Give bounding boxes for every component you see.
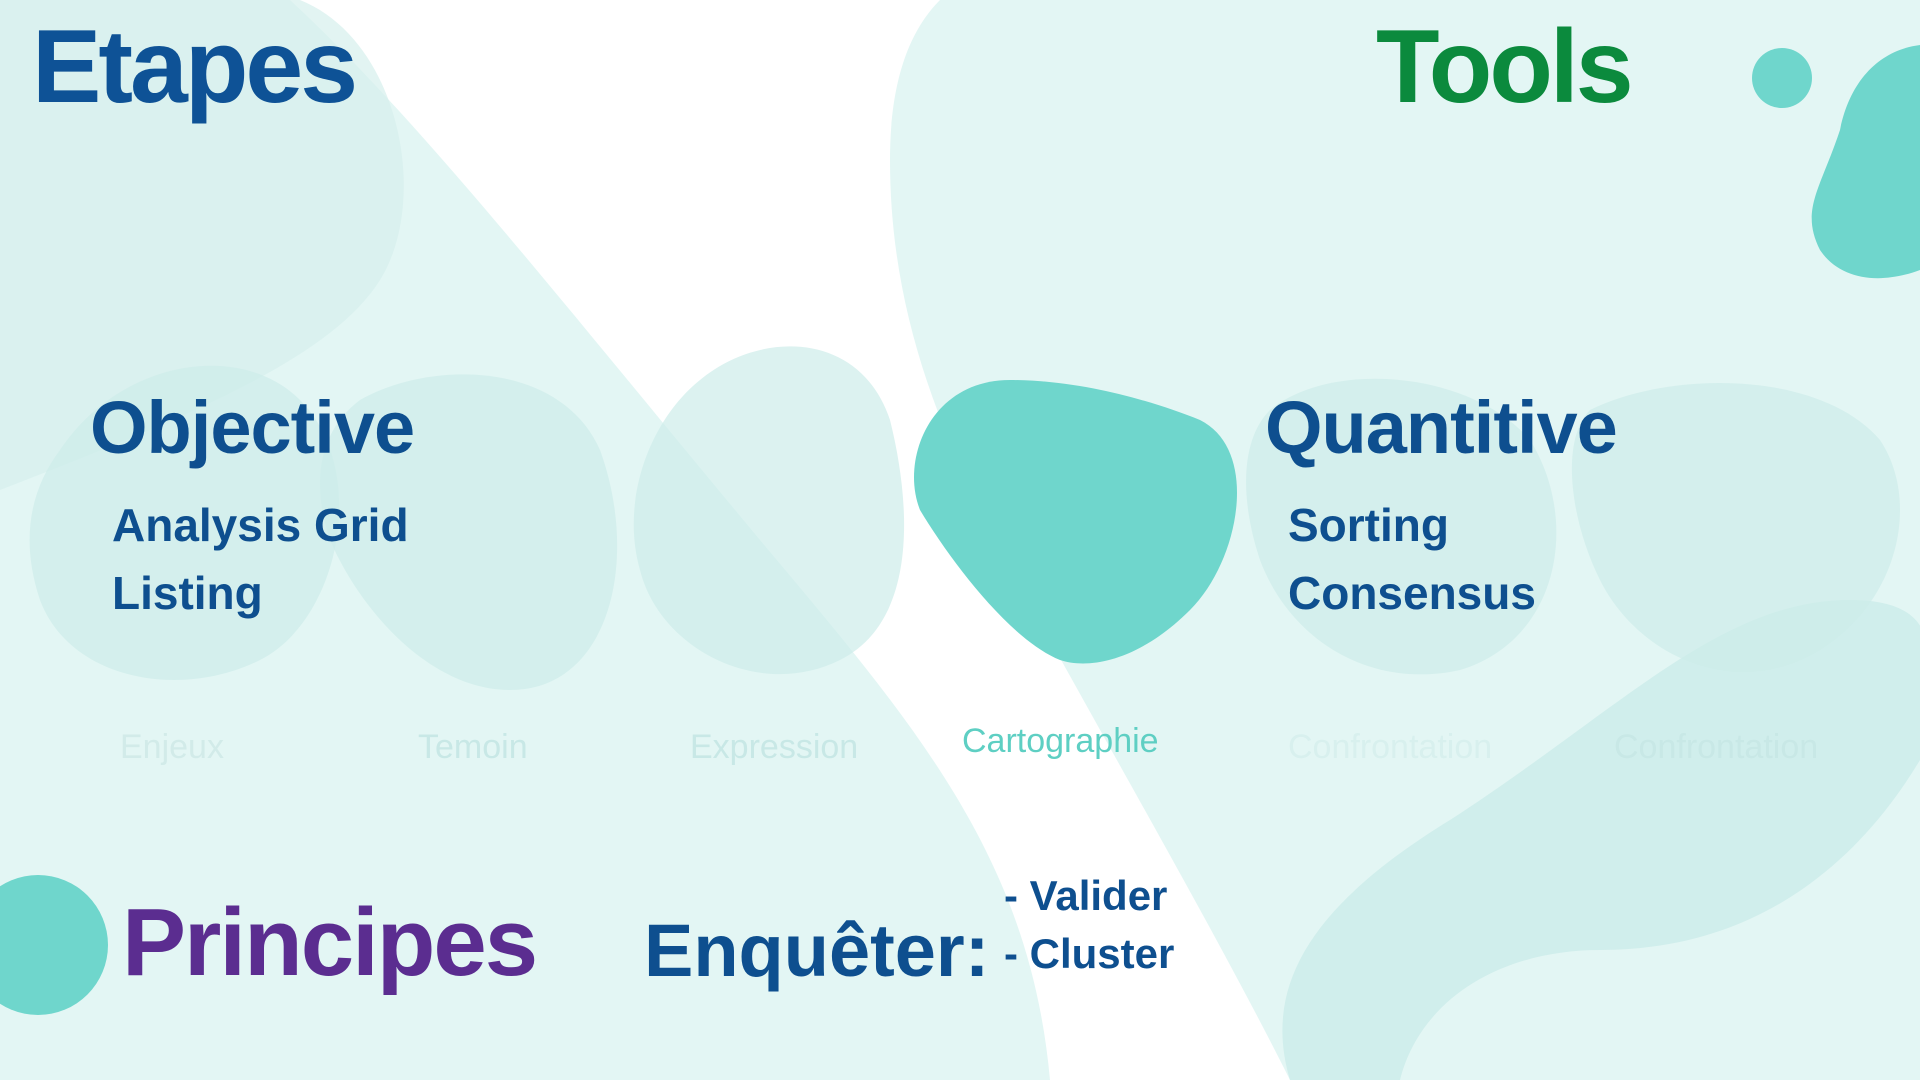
quantitive-item-sorting: Sorting <box>1288 499 1449 551</box>
objective-item-listing: Listing <box>112 567 263 619</box>
title-principes: Principes <box>122 889 538 996</box>
stage-label-cartographie-active: Cartographie <box>962 722 1159 760</box>
circle-bottom-left <box>0 875 108 1015</box>
stage-label-enjeux: Enjeux <box>120 728 224 766</box>
stage-label-confrontation-2: Confrontation <box>1614 728 1819 766</box>
enqueter-item-valider: - Valider <box>1004 872 1168 919</box>
title-etapes: Etapes <box>32 9 358 125</box>
blob-top-right <box>1811 45 1920 279</box>
stage-label-temoin: Temoin <box>418 728 528 766</box>
blob-right-mid <box>1571 382 1900 673</box>
blob-quantitive <box>1246 378 1557 675</box>
quantitive-item-consensus: Consensus <box>1288 567 1536 619</box>
blob-temoin <box>320 374 618 690</box>
stage-label-confrontation: Confrontation <box>1288 728 1493 766</box>
circle-top-right <box>1752 48 1812 108</box>
blob-top-left <box>0 0 404 490</box>
stage-label-expression: Expression <box>690 728 859 766</box>
blob-expression <box>633 346 905 675</box>
title-tools: Tools <box>1376 9 1634 125</box>
objective-item-analysis-grid: Analysis Grid <box>112 499 409 551</box>
blob-bottom-right <box>1282 600 1920 1080</box>
section-title-quantitive: Quantitive <box>1265 386 1618 469</box>
enqueter-item-cluster: - Cluster <box>1004 930 1175 977</box>
enqueter-label: Enquêter: <box>644 909 990 992</box>
blob-objective <box>29 365 340 680</box>
blob-cartographie <box>914 380 1238 664</box>
section-title-objective: Objective <box>90 386 415 469</box>
